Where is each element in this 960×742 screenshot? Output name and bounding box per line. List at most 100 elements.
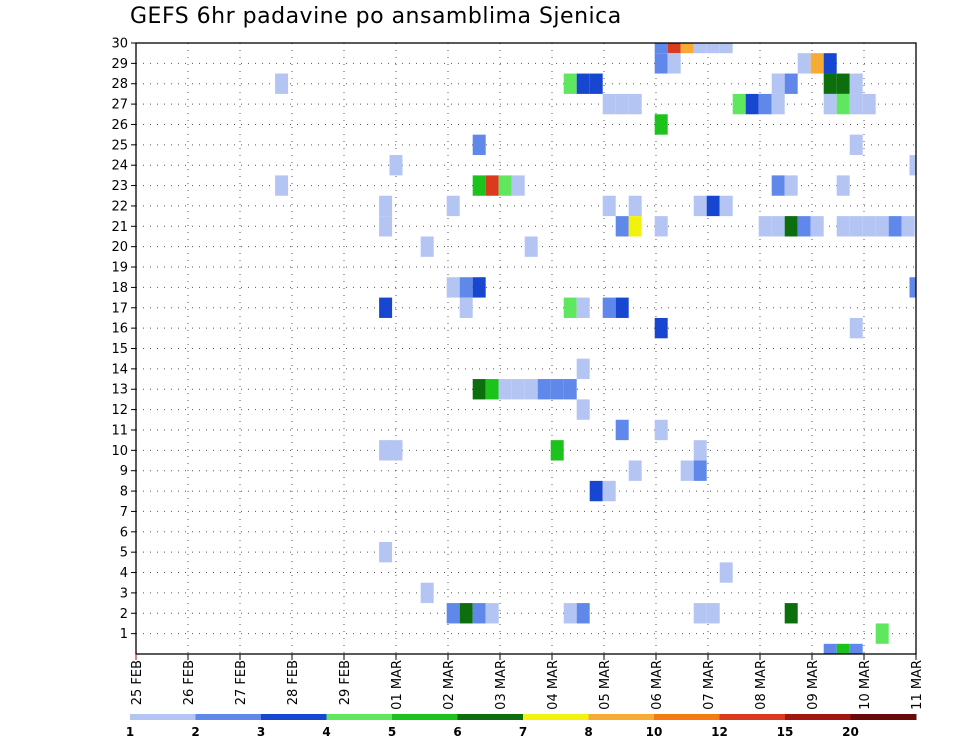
precip-cell bbox=[563, 603, 577, 624]
precip-cell bbox=[693, 603, 707, 624]
y-tick-label: 23 bbox=[111, 179, 128, 194]
x-tick-label: 03 MAR bbox=[494, 660, 509, 710]
y-tick-label: 26 bbox=[111, 118, 128, 133]
precip-cell bbox=[576, 358, 590, 380]
precip-cell bbox=[654, 419, 668, 441]
colorbar-swatch bbox=[261, 714, 327, 720]
precip-cell bbox=[771, 73, 785, 94]
y-tick-label: 9 bbox=[120, 464, 128, 479]
precip-cell bbox=[511, 379, 525, 400]
y-tick-label: 2 bbox=[120, 607, 128, 622]
precip-cell bbox=[797, 216, 811, 237]
precip-cell bbox=[693, 440, 707, 461]
x-tick-label: 05 MAR bbox=[598, 660, 613, 710]
x-tick-label: 04 MAR bbox=[546, 660, 561, 710]
precip-cell bbox=[862, 216, 876, 237]
precip-cell bbox=[680, 460, 694, 481]
precip-cell bbox=[485, 379, 499, 400]
precip-cell bbox=[849, 216, 863, 237]
chart-title: GEFS 6hr padavine po ansamblima Sjenica bbox=[130, 4, 622, 29]
precip-cell bbox=[758, 216, 772, 237]
precip-cell bbox=[680, 43, 694, 54]
precip-cell bbox=[810, 53, 824, 74]
precip-cell bbox=[875, 623, 889, 644]
precip-cell bbox=[849, 73, 863, 94]
y-tick-label: 29 bbox=[111, 57, 128, 72]
colorbar-label: 20 bbox=[842, 725, 859, 739]
y-tick-label: 7 bbox=[120, 505, 128, 520]
precip-cell bbox=[576, 73, 590, 94]
precip-cell bbox=[862, 93, 876, 115]
precip-cell bbox=[654, 216, 668, 237]
precip-cell bbox=[784, 73, 798, 94]
y-tick-label: 8 bbox=[120, 485, 128, 500]
precip-cell bbox=[758, 93, 772, 115]
colorbar-swatch bbox=[130, 714, 196, 720]
colorbar-swatch bbox=[654, 714, 720, 720]
precip-cell bbox=[667, 43, 681, 54]
plot-frame bbox=[135, 42, 917, 655]
y-tick-label: 30 bbox=[111, 37, 128, 52]
precip-cell bbox=[706, 195, 720, 217]
precip-cell bbox=[719, 195, 733, 217]
x-tick-label: 27 FEB bbox=[234, 660, 249, 705]
precip-cell bbox=[836, 175, 850, 196]
precip-cell bbox=[420, 236, 434, 257]
colorbar-label: 2 bbox=[191, 725, 199, 739]
precip-cell bbox=[875, 216, 889, 237]
precip-cell bbox=[602, 480, 616, 502]
precip-cell bbox=[615, 419, 629, 441]
precip-cell bbox=[771, 216, 785, 237]
precip-cell bbox=[771, 175, 785, 196]
precip-cell bbox=[771, 93, 785, 115]
precip-cell bbox=[836, 93, 850, 115]
precip-cell bbox=[524, 236, 538, 257]
precip-cell bbox=[550, 440, 564, 461]
precip-cell bbox=[563, 297, 577, 318]
precip-cell bbox=[537, 379, 551, 400]
precip-cell bbox=[472, 277, 486, 298]
colorbar-swatch bbox=[523, 714, 589, 720]
x-tick-label: 11 MAR bbox=[910, 660, 925, 710]
y-tick-label: 14 bbox=[111, 362, 128, 377]
precip-cell bbox=[485, 175, 499, 196]
precip-cell bbox=[275, 73, 289, 94]
y-tick-label: 6 bbox=[120, 525, 128, 540]
y-tick-label: 15 bbox=[111, 342, 128, 357]
colorbar-label: 15 bbox=[777, 725, 794, 739]
y-tick-label: 3 bbox=[120, 586, 128, 601]
y-tick-label: 16 bbox=[111, 322, 128, 337]
y-tick-label: 27 bbox=[111, 98, 128, 113]
x-tick-label: 06 MAR bbox=[650, 660, 665, 710]
y-tick-label: 12 bbox=[111, 403, 128, 418]
precip-cell bbox=[784, 175, 798, 196]
colorbar-label: 8 bbox=[584, 725, 592, 739]
precip-cell bbox=[576, 399, 590, 420]
precip-cell bbox=[389, 440, 403, 461]
precip-cell bbox=[849, 134, 863, 156]
y-tick-label: 19 bbox=[111, 261, 128, 276]
precip-cell bbox=[576, 603, 590, 624]
precip-cell bbox=[472, 379, 486, 400]
precip-cell bbox=[524, 379, 538, 400]
precip-cell bbox=[719, 562, 733, 583]
precip-cell bbox=[823, 93, 837, 115]
precip-cell bbox=[459, 277, 473, 298]
y-tick-label: 13 bbox=[111, 383, 128, 398]
precip-cell bbox=[836, 216, 850, 237]
colorbar-swatch bbox=[392, 714, 458, 720]
colorbar-label: 10 bbox=[646, 725, 663, 739]
precip-cell bbox=[602, 297, 616, 318]
y-tick-label: 25 bbox=[111, 138, 128, 153]
x-tick-label: 01 MAR bbox=[390, 660, 405, 710]
precip-cell bbox=[563, 379, 577, 400]
precip-cell bbox=[693, 460, 707, 481]
precip-cell bbox=[446, 277, 460, 298]
y-tick-label: 17 bbox=[111, 301, 128, 316]
x-tick-label: 08 MAR bbox=[754, 660, 769, 710]
precip-cell bbox=[706, 603, 720, 624]
precip-cell bbox=[909, 155, 916, 176]
colorbar-label: 3 bbox=[257, 725, 265, 739]
colorbar-label: 5 bbox=[388, 725, 396, 739]
